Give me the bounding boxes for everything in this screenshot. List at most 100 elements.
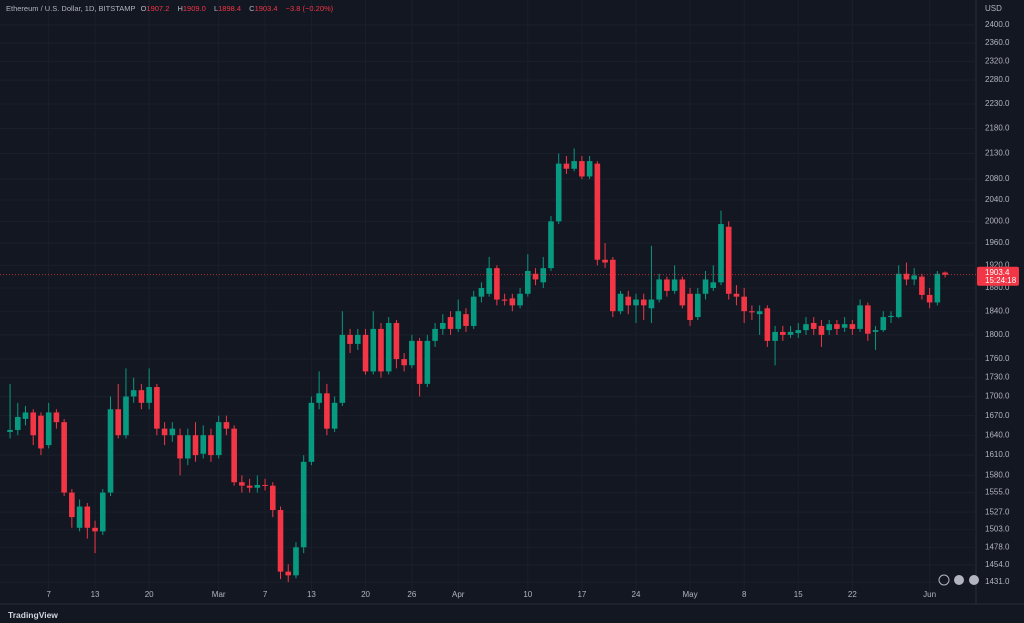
x-tick-label: 17 bbox=[577, 590, 586, 599]
candle-body bbox=[308, 402, 315, 462]
candle-body bbox=[300, 461, 307, 548]
candle-body bbox=[501, 299, 508, 301]
candle-body bbox=[764, 308, 771, 341]
y-tick-label: 1610.0 bbox=[985, 450, 1010, 459]
label: L bbox=[213, 4, 219, 13]
candle-body bbox=[555, 163, 562, 222]
value: 1898.4 bbox=[218, 4, 242, 13]
candle-body bbox=[246, 485, 253, 488]
candle-body bbox=[362, 334, 369, 372]
brand[interactable]: TradingView bbox=[8, 610, 58, 620]
candle-body bbox=[61, 422, 67, 493]
candle-body bbox=[254, 484, 261, 488]
labels: 2400.0 2360.0 2320.0 2280.0 2230.0 2180.0 2130… bbox=[46, 20, 1019, 599]
candle-body bbox=[633, 299, 639, 306]
label: H bbox=[177, 4, 183, 13]
candle-body bbox=[439, 322, 446, 329]
candle-body bbox=[416, 340, 423, 384]
candle-body bbox=[617, 293, 624, 312]
x-tick-label: 7 bbox=[46, 590, 51, 599]
candle-body bbox=[22, 412, 29, 419]
candle-body bbox=[316, 393, 322, 403]
candle-body bbox=[656, 279, 662, 300]
label: C bbox=[249, 4, 255, 13]
candle-body bbox=[84, 506, 91, 528]
y-tick-label: 1503.0 bbox=[985, 524, 1010, 533]
candle-body bbox=[447, 317, 454, 329]
candle-body bbox=[679, 279, 686, 306]
y-tick-label: 1431.0 bbox=[985, 577, 1010, 586]
candle-body bbox=[610, 259, 616, 312]
toolbar-icons bbox=[938, 574, 979, 586]
candle-body bbox=[895, 273, 902, 318]
candle-body bbox=[192, 435, 199, 456]
y-tick-label: 1670.0 bbox=[985, 411, 1010, 420]
candle-body bbox=[579, 161, 585, 177]
y-tick-label: 1920.0 bbox=[985, 260, 1010, 269]
candle-body bbox=[486, 268, 492, 294]
candle-body bbox=[540, 268, 547, 283]
candle-body bbox=[393, 322, 400, 360]
y-tick-label: 1840.0 bbox=[985, 306, 1010, 315]
x-tick-label: 22 bbox=[848, 590, 857, 599]
candle-body bbox=[548, 221, 554, 269]
candle-body bbox=[99, 492, 106, 532]
candle-body bbox=[269, 485, 276, 511]
y-tick-label: 1454.0 bbox=[985, 560, 1010, 569]
candle-body bbox=[385, 322, 392, 372]
candle-body bbox=[532, 273, 539, 280]
candle-body bbox=[130, 390, 137, 397]
candle-body bbox=[671, 279, 678, 291]
candle-body bbox=[571, 161, 577, 169]
candle-body bbox=[942, 272, 948, 275]
candle-body bbox=[262, 484, 268, 486]
ohlc: H1909.0 bbox=[177, 4, 208, 13]
candle-body bbox=[470, 296, 477, 326]
icon[interactable] bbox=[954, 575, 964, 585]
x-tick-label: 20 bbox=[361, 590, 370, 599]
icon[interactable] bbox=[969, 575, 979, 585]
candle-body bbox=[455, 311, 462, 329]
candle-body bbox=[115, 409, 122, 436]
candle-body bbox=[718, 224, 724, 283]
candle-body bbox=[594, 163, 601, 260]
candle-body bbox=[239, 482, 245, 486]
candle-body bbox=[138, 390, 145, 403]
candle-body bbox=[818, 325, 825, 335]
candle-body bbox=[370, 328, 377, 372]
candle-body bbox=[92, 527, 98, 532]
candle-body bbox=[285, 571, 292, 576]
y-tick-label: 2280.0 bbox=[985, 75, 1010, 84]
y-tick-label: 2320.0 bbox=[985, 57, 1010, 66]
x-tick-label: 24 bbox=[632, 590, 641, 599]
candle-body bbox=[919, 276, 925, 295]
candle-body bbox=[339, 334, 346, 403]
candle-body bbox=[586, 161, 593, 177]
candles bbox=[0, 148, 976, 583]
y-axis-unit: USD bbox=[985, 4, 1002, 13]
candle-body bbox=[432, 328, 438, 341]
y-tick-label: 2040.0 bbox=[985, 195, 1010, 204]
candle-body bbox=[687, 293, 693, 321]
candle-body bbox=[772, 331, 778, 341]
y-tick-label: 1880.0 bbox=[985, 283, 1010, 292]
candle-body bbox=[563, 163, 570, 169]
candle-body bbox=[123, 396, 129, 436]
candle-body bbox=[184, 435, 191, 459]
candle-body bbox=[664, 279, 670, 291]
candle-body bbox=[463, 314, 469, 326]
y-tick-label: 2230.0 bbox=[985, 99, 1010, 108]
candle-body bbox=[76, 506, 83, 528]
candle-body bbox=[648, 299, 655, 309]
candle-body bbox=[934, 273, 941, 303]
x-tick-label: Mar bbox=[212, 590, 226, 599]
candle-body bbox=[347, 334, 353, 344]
candle-body bbox=[154, 387, 160, 429]
candle-body bbox=[849, 324, 856, 329]
ohlc: L1898.4 bbox=[214, 4, 244, 13]
y-tick-label: 2180.0 bbox=[985, 124, 1010, 133]
icon[interactable] bbox=[938, 574, 950, 586]
value: 1907.2 bbox=[146, 4, 170, 13]
